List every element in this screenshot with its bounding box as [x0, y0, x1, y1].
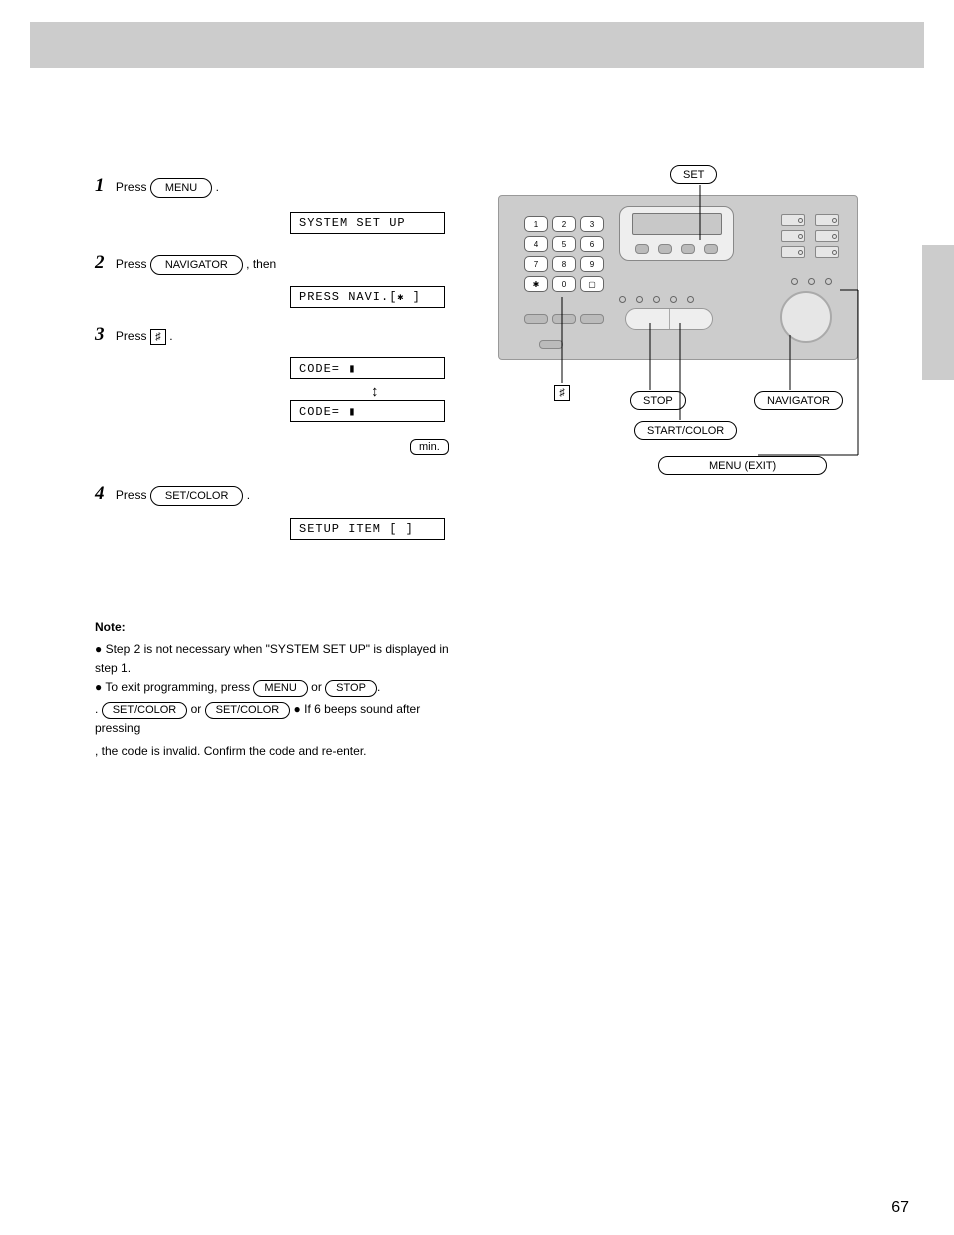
device-diagram: 1 2 3 4 5 6 7 8 9 ✱ 0 ▢ — [498, 195, 868, 380]
device-display — [619, 206, 734, 261]
strip-key[interactable] — [552, 314, 576, 324]
step-number: 1 — [95, 175, 105, 196]
station-key[interactable] — [781, 214, 805, 226]
step-text: Press — [116, 180, 150, 194]
step-text: Press — [116, 257, 150, 271]
lcd-display: SETUP ITEM [ ] — [290, 518, 445, 540]
page-side-tab — [922, 245, 954, 380]
key-hash[interactable]: ▢ — [580, 276, 604, 292]
step-text: , then — [246, 257, 276, 271]
indicator-leds — [619, 296, 694, 303]
lcd-screen — [632, 213, 722, 235]
step-number: 4 — [95, 483, 105, 504]
station-keys — [781, 214, 839, 258]
led-icon — [670, 296, 677, 303]
note-block: Note: ● Step 2 is not necessary when "SY… — [95, 620, 465, 761]
led-icon — [825, 278, 832, 285]
key-7[interactable]: 7 — [524, 256, 548, 272]
nav-right[interactable] — [704, 244, 718, 254]
hash-key-icon: ♯ — [150, 329, 166, 345]
key-9[interactable]: 9 — [580, 256, 604, 272]
step-text: . — [216, 180, 219, 194]
key-2[interactable]: 2 — [552, 216, 576, 232]
note-line: , the code is invalid. Confirm the code … — [95, 742, 465, 761]
key-4[interactable]: 4 — [524, 236, 548, 252]
led-icon — [653, 296, 660, 303]
key-star[interactable]: ✱ — [524, 276, 548, 292]
note-line: ● Step 2 is not necessary when "SYSTEM S… — [95, 640, 465, 678]
keypad: 1 2 3 4 5 6 7 8 9 ✱ 0 ▢ — [524, 216, 604, 292]
led-icon — [687, 296, 694, 303]
navigator-label: NAVIGATOR — [754, 391, 843, 410]
nav-down[interactable] — [658, 244, 672, 254]
menu-button-ref: MENU — [253, 680, 307, 697]
setcolor-button-ref: SET/COLOR — [150, 486, 244, 506]
set-label: SET — [670, 165, 717, 184]
key-1[interactable]: 1 — [524, 216, 548, 232]
lcd-display: CODE= ▮ — [290, 357, 445, 379]
step-text: . — [247, 488, 250, 502]
step-number: 2 — [95, 252, 105, 273]
key-8[interactable]: 8 — [552, 256, 576, 272]
led-icon — [791, 278, 798, 285]
strip-key[interactable] — [524, 314, 548, 324]
step-2: 2 Press NAVIGATOR , then — [95, 252, 276, 275]
page-number: 67 — [891, 1199, 909, 1217]
note-line: ● To exit programming, press MENU or STO… — [95, 678, 465, 697]
bottom-key[interactable] — [539, 340, 563, 349]
step-number: 3 — [95, 324, 105, 345]
note-title: Note: — [95, 620, 465, 634]
station-key[interactable] — [781, 230, 805, 242]
stop-button-ref: STOP — [325, 680, 377, 697]
strip-key[interactable] — [580, 314, 604, 324]
note-line: . SET/COLOR or SET/COLOR ● If 6 beeps so… — [95, 700, 465, 738]
setcolor-button-ref: SET/COLOR — [205, 702, 291, 719]
step-text: . — [169, 329, 172, 343]
stop-start-button[interactable] — [625, 308, 713, 330]
navigator-dial[interactable] — [780, 291, 832, 343]
header-bar — [30, 22, 924, 68]
min-label: min. — [410, 439, 449, 455]
station-key[interactable] — [815, 214, 839, 226]
step-1: 1 Press MENU . — [95, 175, 219, 198]
navigator-button-ref: NAVIGATOR — [150, 255, 243, 275]
updown-arrow-icon: ↕ — [371, 383, 379, 400]
led-icon — [636, 296, 643, 303]
menu-button-ref: MENU — [150, 178, 212, 198]
station-key[interactable] — [815, 230, 839, 242]
nav-up[interactable] — [681, 244, 695, 254]
nav-left[interactable] — [635, 244, 649, 254]
key-3[interactable]: 3 — [580, 216, 604, 232]
led-icon — [808, 278, 815, 285]
key-0[interactable]: 0 — [552, 276, 576, 292]
lcd-display: CODE= ▮ — [290, 400, 445, 422]
key-6[interactable]: 6 — [580, 236, 604, 252]
hash-key-icon: ♯ — [554, 385, 570, 401]
device-panel: 1 2 3 4 5 6 7 8 9 ✱ 0 ▢ — [498, 195, 858, 360]
startcolor-label: START/COLOR — [634, 421, 737, 440]
step-text: Press — [116, 329, 150, 343]
lcd-display: PRESS NAVI.[✱ ] — [290, 286, 445, 308]
led-icon — [619, 296, 626, 303]
station-key[interactable] — [781, 246, 805, 258]
step-4: 4 Press SET/COLOR . — [95, 483, 250, 506]
nav-keys — [630, 244, 723, 254]
lcd-display: SYSTEM SET UP — [290, 212, 445, 234]
menuexit-label: MENU (EXIT) — [658, 456, 827, 475]
strip-keys — [524, 314, 604, 324]
station-key[interactable] — [815, 246, 839, 258]
setcolor-button-ref: SET/COLOR — [102, 702, 188, 719]
key-5[interactable]: 5 — [552, 236, 576, 252]
mode-leds — [791, 278, 832, 285]
step-3: 3 Press ♯ . — [95, 324, 173, 346]
stop-label: STOP — [630, 391, 686, 410]
step-text: Press — [116, 488, 150, 502]
